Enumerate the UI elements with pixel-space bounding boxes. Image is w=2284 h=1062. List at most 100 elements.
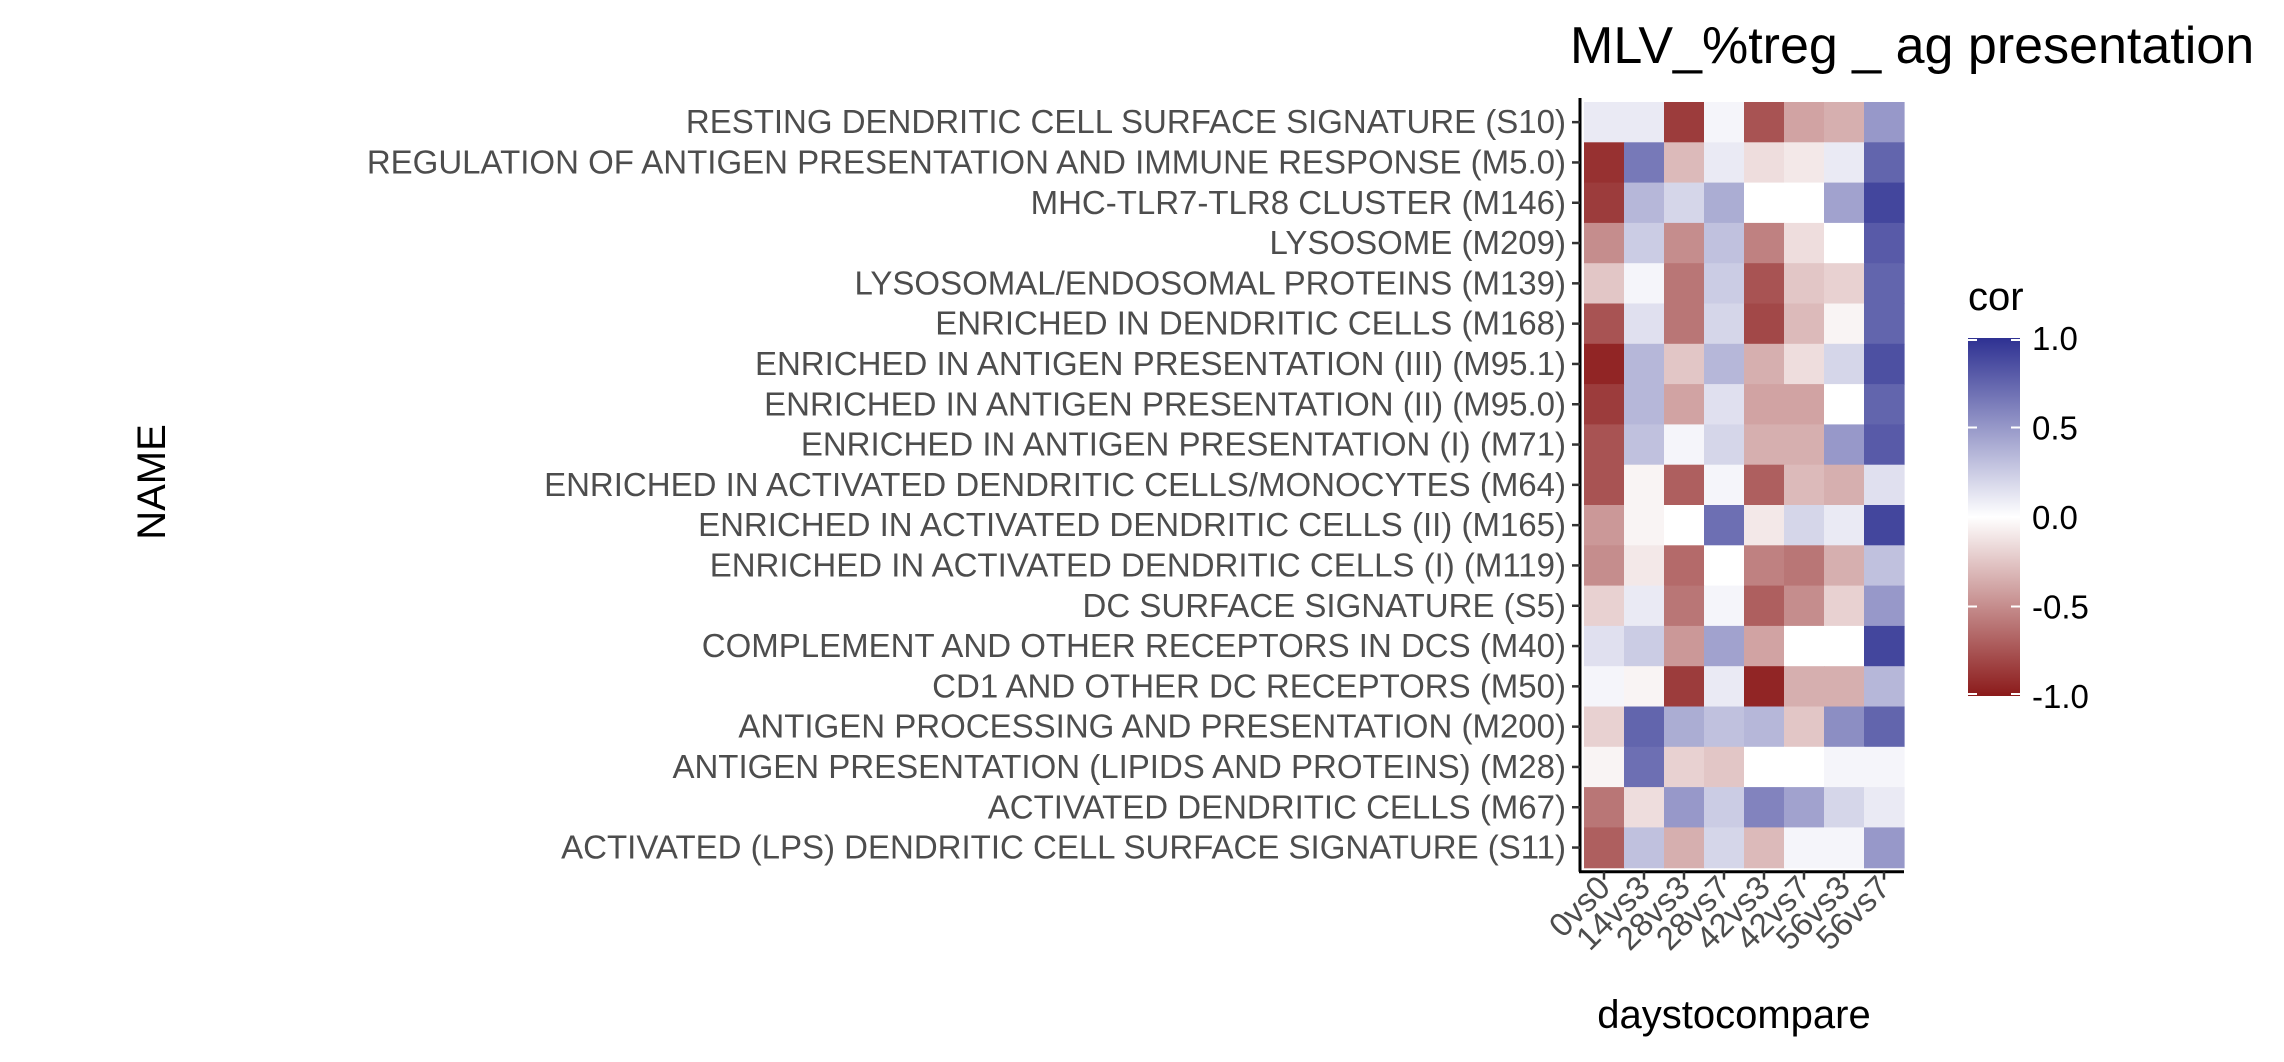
heatmap-cell [1744, 142, 1785, 184]
heatmap-cell [1824, 545, 1865, 587]
heatmap-cell [1864, 666, 1905, 708]
legend-tick-label: 0.5 [2032, 410, 2078, 447]
heatmap-cell [1864, 182, 1905, 224]
heatmap-cell [1784, 303, 1825, 345]
y-axis-title: NAME [130, 424, 174, 540]
heatmap-cell [1624, 182, 1665, 224]
legend-title: cor [1968, 275, 2024, 319]
color-legend: cor 1.0 0.5 0.0 -0.5 -1.0 [1968, 275, 2089, 715]
heatmap-cell [1744, 303, 1785, 345]
heatmap-cell [1864, 424, 1905, 466]
heatmap-cell [1584, 625, 1625, 667]
heatmap-cell [1704, 706, 1745, 748]
heatmap-cell [1864, 102, 1905, 143]
heatmap-cell [1864, 545, 1905, 587]
heatmap-cell [1624, 827, 1665, 869]
heatmap-cell [1864, 746, 1905, 788]
heatmap-cell [1744, 222, 1785, 264]
heatmap-cell [1624, 222, 1665, 264]
heatmap-cell [1664, 827, 1705, 869]
heatmap-cell [1864, 585, 1905, 627]
heatmap-cell [1784, 585, 1825, 627]
heatmap-cell [1584, 706, 1625, 748]
heatmap-cell [1624, 303, 1665, 345]
heatmap-cell [1664, 545, 1705, 587]
heatmap-cell [1864, 222, 1905, 264]
y-tick-label: ENRICHED IN ACTIVATED DENDRITIC CELLS (I… [698, 506, 1566, 543]
heatmap-cell [1824, 585, 1865, 627]
heatmap-cell [1824, 263, 1865, 305]
heatmap-cell [1744, 666, 1785, 708]
heatmap-cell [1584, 746, 1625, 788]
heatmap-cell [1784, 625, 1825, 667]
heatmap-cell [1664, 505, 1705, 546]
heatmap-cell [1584, 222, 1625, 264]
y-tick-label: ENRICHED IN ANTIGEN PRESENTATION (III) (… [755, 345, 1566, 382]
heatmap-cell [1704, 505, 1745, 546]
heatmap-cell [1624, 545, 1665, 587]
heatmap-cell [1584, 303, 1625, 345]
heatmap-cell [1704, 142, 1745, 184]
heatmap-cell [1824, 464, 1865, 506]
heatmap-cell [1624, 102, 1665, 143]
heatmap-cell [1824, 182, 1865, 224]
heatmap-cell [1784, 746, 1825, 788]
heatmap-cell [1624, 625, 1665, 667]
y-tick-label: ACTIVATED DENDRITIC CELLS (M67) [988, 788, 1566, 825]
heatmap-cell [1864, 384, 1905, 425]
heatmap-cell [1784, 505, 1825, 546]
heatmap-cell [1664, 142, 1705, 184]
heatmap-cell [1824, 706, 1865, 748]
heatmap-cell [1584, 666, 1625, 708]
heatmap-cell [1864, 706, 1905, 748]
heatmap-cell [1664, 625, 1705, 667]
heatmap-cell [1864, 625, 1905, 667]
heatmap-cell [1744, 706, 1785, 748]
heatmap-cell [1704, 666, 1745, 708]
heatmap-cell [1664, 706, 1705, 748]
heatmap-cell [1664, 424, 1705, 466]
heatmap-cell [1784, 142, 1825, 184]
y-tick-label: CD1 AND OTHER DC RECEPTORS (M50) [932, 667, 1566, 704]
heatmap-cell [1584, 424, 1625, 466]
heatmap-cell [1664, 464, 1705, 506]
heatmap-cell [1744, 263, 1785, 305]
heatmap-cell [1584, 464, 1625, 506]
heatmap-cell [1784, 827, 1825, 869]
heatmap-cell [1664, 787, 1705, 828]
heatmap-cell [1664, 222, 1705, 264]
heatmap-cell [1784, 102, 1825, 143]
heatmap-cell [1744, 787, 1785, 828]
heatmap-cell [1864, 303, 1905, 345]
heatmap-cell [1624, 706, 1665, 748]
heatmap-cell [1624, 384, 1665, 425]
heatmap-cell [1704, 384, 1745, 425]
legend-tick-label: -0.5 [2032, 589, 2089, 626]
heatmap-cell [1824, 746, 1865, 788]
heatmap-cell [1744, 343, 1785, 385]
heatmap-cell [1704, 424, 1745, 466]
heatmap-cell [1584, 263, 1625, 305]
heatmap-cell [1784, 384, 1825, 425]
heatmap-cell [1584, 182, 1625, 224]
heatmap-cell [1744, 384, 1785, 425]
heatmap-cell [1704, 222, 1745, 264]
heatmap-cell [1624, 746, 1665, 788]
heatmap-cell [1664, 303, 1705, 345]
y-tick-label: MHC-TLR7-TLR8 CLUSTER (M146) [1031, 184, 1566, 221]
heatmap-cell [1624, 666, 1665, 708]
heatmap-cell [1624, 585, 1665, 627]
legend-tick-label: 0.0 [2032, 499, 2078, 536]
heatmap-cell [1704, 343, 1745, 385]
heatmap-cell [1584, 102, 1625, 143]
heatmap-cell [1824, 625, 1865, 667]
heatmap-cell [1824, 384, 1865, 425]
y-tick-label: DC SURFACE SIGNATURE (S5) [1083, 587, 1566, 624]
heatmap-cells [1584, 102, 1905, 869]
heatmap-cell [1864, 827, 1905, 869]
heatmap-cell [1624, 343, 1665, 385]
heatmap-cell [1784, 787, 1825, 828]
heatmap-cell [1784, 424, 1825, 466]
heatmap-cell [1704, 827, 1745, 869]
